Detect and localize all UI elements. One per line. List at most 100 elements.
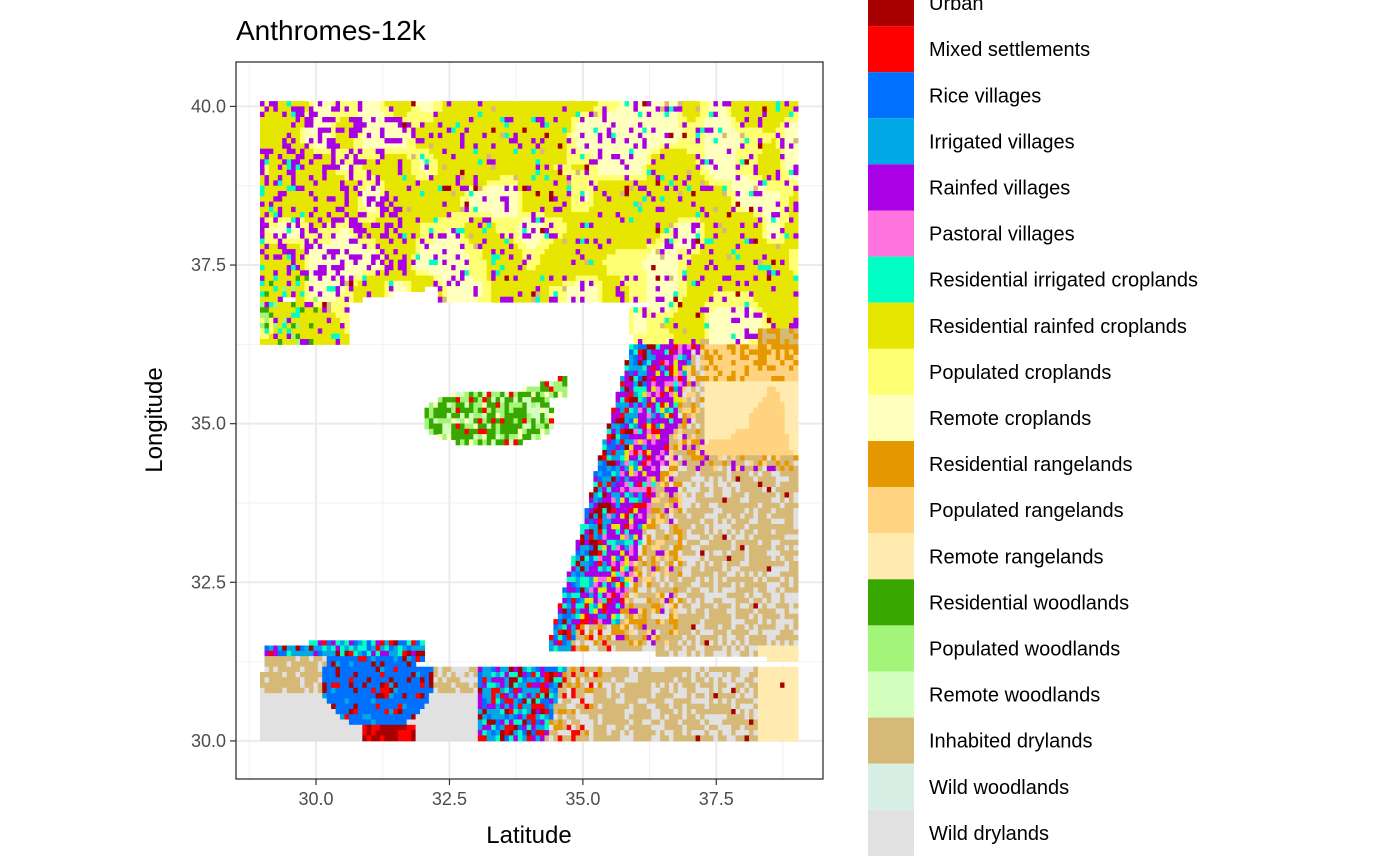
map-cell bbox=[308, 339, 314, 345]
map-cell bbox=[397, 164, 403, 171]
map-cell bbox=[553, 254, 559, 261]
map-cell bbox=[629, 138, 635, 144]
map-cell bbox=[495, 169, 501, 176]
map-cell bbox=[575, 196, 581, 203]
map-cell bbox=[424, 228, 430, 234]
map-cell bbox=[264, 323, 270, 329]
map-cell bbox=[646, 317, 652, 324]
map-cell bbox=[388, 143, 394, 150]
map-cell bbox=[722, 222, 728, 229]
map-cell bbox=[784, 122, 790, 129]
map-cell bbox=[460, 233, 466, 240]
map-cell bbox=[415, 196, 421, 203]
map-cell bbox=[731, 307, 737, 314]
map-cell bbox=[415, 191, 421, 197]
map-cell bbox=[433, 180, 439, 187]
map-cell bbox=[424, 238, 430, 245]
map-cell bbox=[571, 265, 577, 271]
map-cell bbox=[366, 270, 372, 277]
map-cell bbox=[526, 243, 532, 250]
map-cell bbox=[651, 333, 657, 340]
map-cell bbox=[557, 117, 563, 123]
map-cell bbox=[757, 206, 763, 213]
map-cell bbox=[371, 212, 377, 218]
map-cell bbox=[717, 323, 723, 329]
map-cell bbox=[371, 111, 377, 118]
map-cell bbox=[304, 138, 310, 144]
map-cell bbox=[282, 270, 288, 277]
map-cell bbox=[544, 185, 550, 192]
map-cell bbox=[446, 265, 452, 271]
map-cell bbox=[771, 233, 777, 240]
map-cell bbox=[615, 233, 621, 240]
map-cell bbox=[713, 154, 719, 160]
map-cell bbox=[695, 206, 701, 213]
map-cell bbox=[508, 201, 514, 208]
map-cell bbox=[700, 117, 706, 123]
map-cell bbox=[753, 164, 759, 171]
map-cell bbox=[473, 117, 479, 123]
map-cell bbox=[495, 275, 501, 282]
map-cell bbox=[709, 132, 715, 139]
map-cell bbox=[544, 243, 550, 250]
map-cell bbox=[629, 286, 635, 292]
map-cell bbox=[371, 196, 377, 203]
map-cell bbox=[304, 317, 310, 324]
map-cell bbox=[295, 296, 301, 303]
map-cell bbox=[313, 138, 319, 144]
map-cell bbox=[424, 217, 430, 224]
map-cell bbox=[602, 180, 608, 187]
map-cell bbox=[322, 111, 328, 118]
map-cell bbox=[655, 228, 661, 234]
map-cell bbox=[682, 164, 688, 171]
map-cell bbox=[508, 127, 514, 134]
map-cell bbox=[531, 233, 537, 240]
map-cell bbox=[464, 164, 470, 171]
map-cell bbox=[731, 317, 737, 324]
map-cell bbox=[300, 101, 306, 107]
map-cell bbox=[789, 317, 795, 324]
map-cell bbox=[589, 111, 595, 118]
map-cell bbox=[593, 243, 599, 250]
map-cell bbox=[486, 132, 492, 139]
map-cell bbox=[571, 254, 577, 261]
map-cell bbox=[789, 143, 795, 150]
map-cell bbox=[731, 101, 737, 107]
map-cell bbox=[268, 302, 274, 308]
map-cell bbox=[340, 175, 346, 181]
map-cell bbox=[611, 286, 617, 292]
map-cell bbox=[655, 217, 661, 224]
map-cell bbox=[789, 122, 795, 129]
map-cell bbox=[575, 175, 581, 181]
map-cell bbox=[517, 180, 523, 187]
map-cell bbox=[695, 138, 701, 144]
map-cell bbox=[313, 249, 319, 255]
map-cell bbox=[317, 328, 323, 335]
map-cell bbox=[704, 323, 710, 329]
map-cell bbox=[326, 259, 332, 266]
map-cell bbox=[713, 185, 719, 192]
map-cell bbox=[388, 201, 394, 208]
map-cell bbox=[388, 233, 394, 240]
map-cell bbox=[317, 254, 323, 261]
map-cell bbox=[308, 138, 314, 144]
map-cell bbox=[735, 286, 741, 292]
map-cell bbox=[428, 228, 434, 234]
map-cell bbox=[749, 233, 755, 240]
map-cell bbox=[597, 175, 603, 181]
map-cell bbox=[397, 243, 403, 250]
map-cell bbox=[704, 148, 710, 155]
map-cell bbox=[295, 259, 301, 266]
map-cell bbox=[566, 122, 572, 129]
map-cell bbox=[709, 286, 715, 292]
map-cell bbox=[331, 228, 337, 234]
map-cell bbox=[433, 249, 439, 255]
map-cell bbox=[566, 111, 572, 118]
map-cell bbox=[344, 148, 350, 155]
map-cell bbox=[589, 296, 595, 303]
map-cell bbox=[620, 280, 626, 287]
map-cell bbox=[553, 249, 559, 255]
map-cell bbox=[464, 270, 470, 277]
map-cell bbox=[700, 212, 706, 218]
map-cell bbox=[664, 175, 670, 181]
